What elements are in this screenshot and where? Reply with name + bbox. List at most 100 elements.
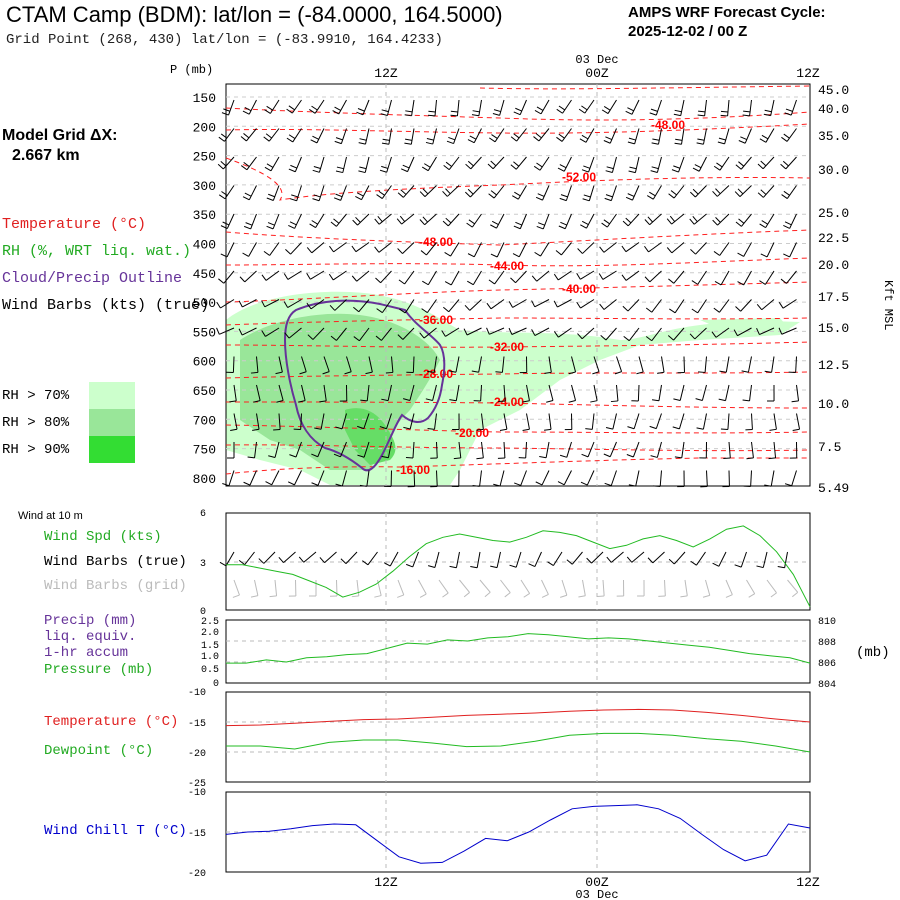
wind-barb [334,128,347,145]
wind-barb [535,185,550,201]
wind-barb [490,213,505,229]
wind-barb [242,185,257,201]
wind-barb [328,270,347,281]
contour-label-4: -44.00 [490,259,524,273]
wind-barb [261,327,280,337]
wind-barb [783,213,797,229]
wind-barb [238,299,257,308]
wind-barb [778,327,797,335]
wind-barb [278,551,296,563]
wind-barb [221,99,235,116]
wind-barb [498,384,506,402]
temp-yaxis: -10 -15 -20 -25 [188,688,206,790]
height-tick-5.49: 5.49 [818,481,849,496]
wind-panel-yaxis: 6 3 0 [200,509,206,618]
wind-barb [352,213,370,226]
wind-barb [330,327,347,341]
model-grid-label: Model Grid ΔX: [2,127,118,144]
wind-barb [335,470,347,487]
wind-barb [405,441,415,459]
pressure-tick-600: 600 [193,355,216,370]
wind-barb [330,213,347,227]
page-title: CTAM Camp (BDM): lat/lon = (-84.0000, 16… [6,2,503,27]
wind-barb [791,384,800,403]
wind-chill-line [225,804,811,864]
precip-ytick-3: 1.0 [201,652,219,663]
wind-barb [553,299,572,308]
wind-barb [723,441,731,460]
wind-barb [264,99,280,114]
wind-barb [510,156,527,170]
wind-barb [556,99,572,114]
wind-barb [713,156,730,171]
wind-barb [362,551,378,566]
gridlines [226,84,810,872]
top-tick-12z-a: 12Z [374,66,398,81]
legend-rh80-swatch [89,409,135,436]
wind-barb [780,156,797,170]
wind-barb [288,579,297,597]
bottom-date-label: 03 Dec [575,888,618,900]
wind-barb [651,128,662,145]
wind-barb [700,470,708,488]
wind-barb [464,299,482,311]
wind-barb [351,242,370,253]
height-tick-45.0: 45.0 [818,83,849,98]
wind-barb [544,356,552,374]
wind-barb [465,185,482,198]
wind-barb [628,156,640,174]
wind-barb [650,441,662,458]
legend-temperature: Temperature (°C) [2,216,147,233]
wind-barb [418,579,427,598]
wind-barb [499,413,508,431]
wind-ytick-1: 3 [200,559,206,570]
wind-barb [287,470,302,486]
height-tick-17.5: 17.5 [818,290,849,305]
wind-barb [486,299,505,310]
wind-barb [578,99,595,114]
wind-barb [471,356,482,373]
surface-wind-barbs [219,551,788,569]
wind-barb [283,299,302,308]
wind-barb [353,299,370,313]
wind-barb [522,384,530,403]
wind-barb [488,185,505,199]
wind-barb [760,242,775,258]
wind-barb [376,299,392,314]
wind-barb [419,185,437,197]
wind-barb [653,470,662,487]
model-grid-info: Model Grid ΔX: 2.667 km [2,126,118,166]
wind-barb [520,579,531,598]
wind-barb [757,185,775,198]
label-wind-barbs-true: Wind Barbs (true) [44,554,187,570]
contour-label-1: -48.00 [651,118,685,132]
contour-label-2: -52.00 [562,170,596,184]
wind-barb [266,185,280,201]
upper-wind-barbs [216,99,801,488]
frame [225,83,811,873]
wind-barb [610,384,619,403]
wind-barb [427,356,437,373]
wind-barb [605,156,617,173]
wind-barb [428,551,440,568]
wind-barb [745,413,753,431]
wind-barb [781,128,797,142]
wind-barb [614,356,623,375]
wind-barb [626,441,640,458]
wind-barb [508,299,527,308]
wind-barb [577,242,595,254]
wind-barb [286,128,302,143]
temp-ytick-3: -25 [188,779,206,790]
wind-barb [385,356,394,374]
label-liq-equiv: liq. equiv. [44,629,137,645]
wind-barb [576,299,595,309]
wind-barb [358,156,370,174]
wind-barb [420,242,437,256]
wind-barb [666,242,685,254]
wind-barb [238,327,257,336]
wind-barb [746,441,754,460]
wind-barb [696,128,707,145]
wind-barb [667,327,685,341]
wind-barb [658,579,666,597]
wind-barb [307,327,325,340]
